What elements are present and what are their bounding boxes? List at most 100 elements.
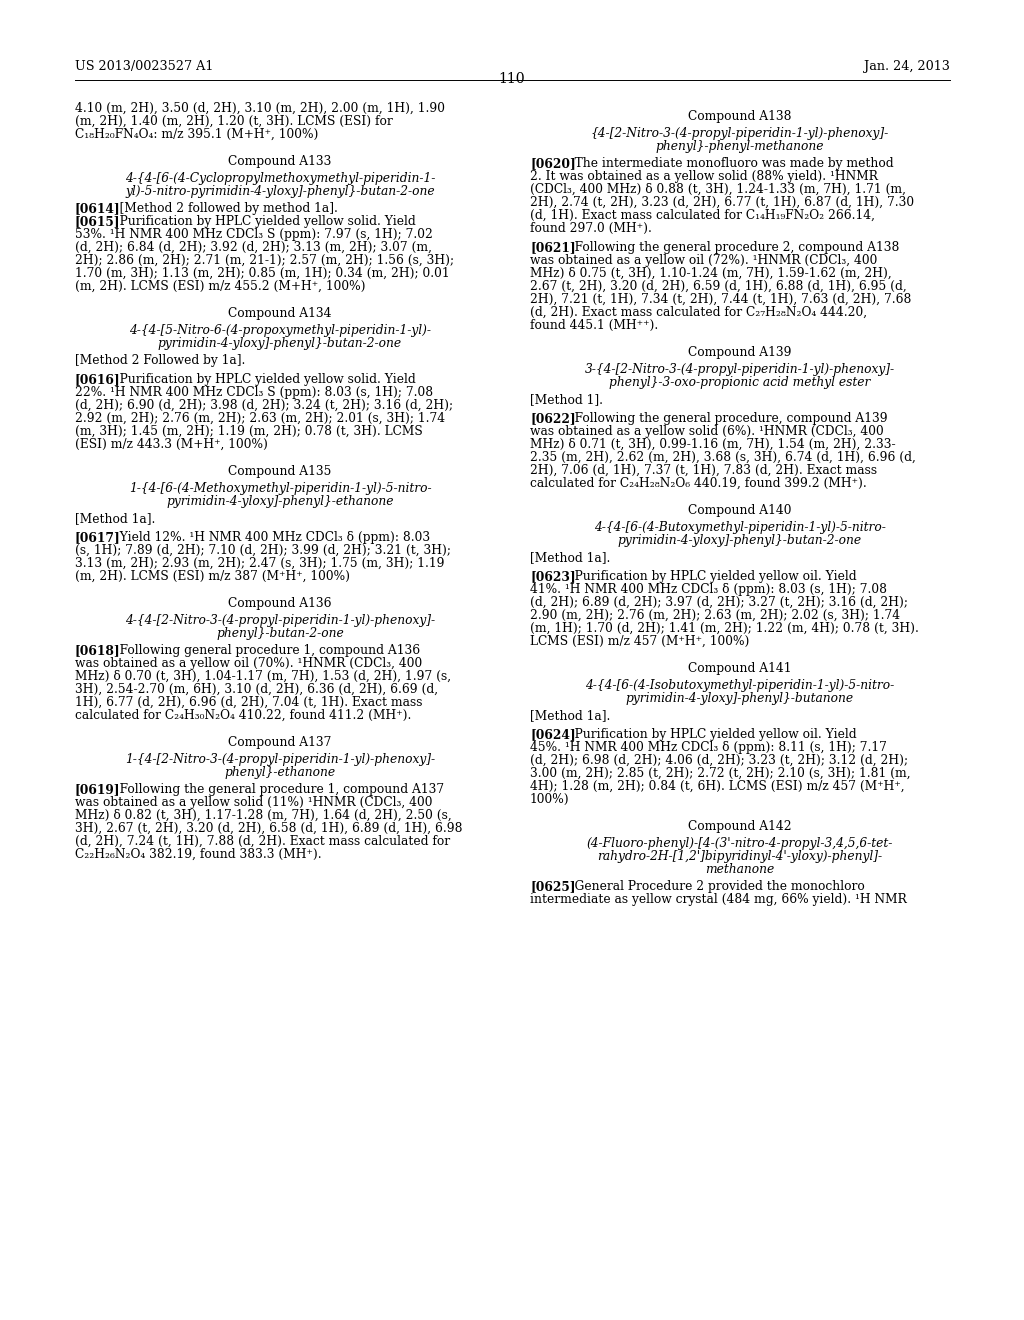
Text: found 445.1 (MH⁺⁺).: found 445.1 (MH⁺⁺). — [530, 319, 658, 333]
Text: Purification by HPLC yielded yellow oil. Yield: Purification by HPLC yielded yellow oil.… — [563, 729, 856, 741]
Text: pyrimidin-4-yloxy]-phenyl}-ethanone: pyrimidin-4-yloxy]-phenyl}-ethanone — [166, 495, 394, 508]
Text: 1-{4-[6-(4-Methoxymethyl-piperidin-1-yl)-5-nitro-: 1-{4-[6-(4-Methoxymethyl-piperidin-1-yl)… — [129, 482, 431, 495]
Text: [Method 1a].: [Method 1a]. — [530, 550, 610, 564]
Text: C₂₂H₂₆N₂O₄ 382.19, found 383.3 (MH⁺).: C₂₂H₂₆N₂O₄ 382.19, found 383.3 (MH⁺). — [75, 847, 322, 861]
Text: Following the general procedure 2, compound A138: Following the general procedure 2, compo… — [563, 242, 899, 253]
Text: Compound A140: Compound A140 — [688, 504, 792, 517]
Text: (s, 1H); 7.89 (d, 2H); 7.10 (d, 2H); 3.99 (d, 2H); 3.21 (t, 3H);: (s, 1H); 7.89 (d, 2H); 7.10 (d, 2H); 3.9… — [75, 544, 451, 557]
Text: Yield 12%. ¹H NMR 400 MHz CDCl₃ δ (ppm): 8.03: Yield 12%. ¹H NMR 400 MHz CDCl₃ δ (ppm):… — [108, 531, 430, 544]
Text: [0619]: [0619] — [75, 783, 121, 796]
Text: (d, 2H). Exact mass calculated for C₂₇H₂₈N₂O₄ 444.20,: (d, 2H). Exact mass calculated for C₂₇H₂… — [530, 306, 867, 319]
Text: methanone: methanone — [706, 863, 774, 876]
Text: 2. It was obtained as a yellow solid (88% yield). ¹HNMR: 2. It was obtained as a yellow solid (88… — [530, 170, 878, 183]
Text: Compound A138: Compound A138 — [688, 110, 792, 123]
Text: [0615]: [0615] — [75, 215, 121, 228]
Text: 1-{4-[2-Nitro-3-(4-propyl-piperidin-1-yl)-phenoxy]-: 1-{4-[2-Nitro-3-(4-propyl-piperidin-1-yl… — [125, 752, 435, 766]
Text: {4-[2-Nitro-3-(4-propyl-piperidin-1-yl)-phenoxy]-: {4-[2-Nitro-3-(4-propyl-piperidin-1-yl)-… — [591, 127, 889, 140]
Text: [0614]: [0614] — [75, 202, 121, 215]
Text: (m, 3H); 1.45 (m, 2H); 1.19 (m, 2H); 0.78 (t, 3H). LCMS: (m, 3H); 1.45 (m, 2H); 1.19 (m, 2H); 0.7… — [75, 425, 423, 438]
Text: 100%): 100%) — [530, 793, 569, 807]
Text: [0624]: [0624] — [530, 729, 575, 741]
Text: [0620]: [0620] — [530, 157, 575, 170]
Text: intermediate as yellow crystal (484 mg, 66% yield). ¹H NMR: intermediate as yellow crystal (484 mg, … — [530, 894, 906, 906]
Text: 2H), 7.21 (t, 1H), 7.34 (t, 2H), 7.44 (t, 1H), 7.63 (d, 2H), 7.68: 2H), 7.21 (t, 1H), 7.34 (t, 2H), 7.44 (t… — [530, 293, 911, 306]
Text: (m, 2H), 1.40 (m, 2H), 1.20 (t, 3H). LCMS (ESI) for: (m, 2H), 1.40 (m, 2H), 1.20 (t, 3H). LCM… — [75, 115, 393, 128]
Text: 41%. ¹H NMR 400 MHz CDCl₃ δ (ppm): 8.03 (s, 1H); 7.08: 41%. ¹H NMR 400 MHz CDCl₃ δ (ppm): 8.03 … — [530, 583, 887, 597]
Text: Compound A135: Compound A135 — [228, 465, 332, 478]
Text: 2.35 (m, 2H), 2.62 (m, 2H), 3.68 (s, 3H), 6.74 (d, 1H), 6.96 (d,: 2.35 (m, 2H), 2.62 (m, 2H), 3.68 (s, 3H)… — [530, 451, 915, 465]
Text: 2.92 (m, 2H); 2.76 (m, 2H); 2.63 (m, 2H); 2.01 (s, 3H); 1.74: 2.92 (m, 2H); 2.76 (m, 2H); 2.63 (m, 2H)… — [75, 412, 445, 425]
Text: Compound A133: Compound A133 — [228, 154, 332, 168]
Text: rahydro-2H-[1,2']bipyridinyl-4'-yloxy)-phenyl]-: rahydro-2H-[1,2']bipyridinyl-4'-yloxy)-p… — [597, 850, 883, 863]
Text: calculated for C₂₄H₃₀N₂O₄ 410.22, found 411.2 (MH⁺).: calculated for C₂₄H₃₀N₂O₄ 410.22, found … — [75, 709, 412, 722]
Text: (CDCl₃, 400 MHz) δ 0.88 (t, 3H), 1.24-1.33 (m, 7H), 1.71 (m,: (CDCl₃, 400 MHz) δ 0.88 (t, 3H), 1.24-1.… — [530, 183, 906, 195]
Text: [0616]: [0616] — [75, 374, 121, 385]
Text: Following the general procedure, compound A139: Following the general procedure, compoun… — [563, 412, 888, 425]
Text: yl)-5-nitro-pyrimidin-4-yloxy]-phenyl}-butan-2-one: yl)-5-nitro-pyrimidin-4-yloxy]-phenyl}-b… — [125, 185, 435, 198]
Text: Following general procedure 1, compound A136: Following general procedure 1, compound … — [108, 644, 420, 657]
Text: The intermediate monofluoro was made by method: The intermediate monofluoro was made by … — [563, 157, 893, 170]
Text: phenyl}-3-oxo-propionic acid methyl ester: phenyl}-3-oxo-propionic acid methyl este… — [609, 376, 870, 389]
Text: 4-{4-[5-Nitro-6-(4-propoxymethyl-piperidin-1-yl)-: 4-{4-[5-Nitro-6-(4-propoxymethyl-piperid… — [129, 323, 431, 337]
Text: [0621]: [0621] — [530, 242, 575, 253]
Text: (ESI) m/z 443.3 (M+H⁺, 100%): (ESI) m/z 443.3 (M+H⁺, 100%) — [75, 438, 268, 451]
Text: General Procedure 2 provided the monochloro: General Procedure 2 provided the monochl… — [563, 880, 864, 894]
Text: (d, 2H), 7.24 (t, 1H), 7.88 (d, 2H). Exact mass calculated for: (d, 2H), 7.24 (t, 1H), 7.88 (d, 2H). Exa… — [75, 836, 451, 847]
Text: (d, 2H); 6.89 (d, 2H); 3.97 (d, 2H); 3.27 (t, 2H); 3.16 (d, 2H);: (d, 2H); 6.89 (d, 2H); 3.97 (d, 2H); 3.2… — [530, 597, 908, 609]
Text: 3H), 2.54-2.70 (m, 6H), 3.10 (d, 2H), 6.36 (d, 2H), 6.69 (d,: 3H), 2.54-2.70 (m, 6H), 3.10 (d, 2H), 6.… — [75, 682, 438, 696]
Text: Purification by HPLC yielded yellow oil. Yield: Purification by HPLC yielded yellow oil.… — [563, 570, 856, 583]
Text: Purification by HPLC yielded yellow solid. Yield: Purification by HPLC yielded yellow soli… — [108, 374, 416, 385]
Text: (m, 2H). LCMS (ESI) m/z 455.2 (M+H⁺, 100%): (m, 2H). LCMS (ESI) m/z 455.2 (M+H⁺, 100… — [75, 280, 366, 293]
Text: (d, 2H); 6.84 (d, 2H); 3.92 (d, 2H); 3.13 (m, 2H); 3.07 (m,: (d, 2H); 6.84 (d, 2H); 3.92 (d, 2H); 3.1… — [75, 242, 432, 253]
Text: (m, 2H). LCMS (ESI) m/z 387 (M⁺H⁺, 100%): (m, 2H). LCMS (ESI) m/z 387 (M⁺H⁺, 100%) — [75, 570, 350, 583]
Text: 22%. ¹H NMR 400 MHz CDCl₃ S (ppm): 8.03 (s, 1H); 7.08: 22%. ¹H NMR 400 MHz CDCl₃ S (ppm): 8.03 … — [75, 385, 433, 399]
Text: 2H), 2.74 (t, 2H), 3.23 (d, 2H), 6.77 (t, 1H), 6.87 (d, 1H), 7.30: 2H), 2.74 (t, 2H), 3.23 (d, 2H), 6.77 (t… — [530, 195, 914, 209]
Text: 4H); 1.28 (m, 2H); 0.84 (t, 6H). LCMS (ESI) m/z 457 (M⁺H⁺,: 4H); 1.28 (m, 2H); 0.84 (t, 6H). LCMS (E… — [530, 780, 904, 793]
Text: was obtained as a yellow solid (11%) ¹HNMR (CDCl₃, 400: was obtained as a yellow solid (11%) ¹HN… — [75, 796, 432, 809]
Text: phenyl}-butan-2-one: phenyl}-butan-2-one — [216, 627, 344, 640]
Text: pyrimidin-4-yloxy]-phenyl}-butan-2-one: pyrimidin-4-yloxy]-phenyl}-butan-2-one — [617, 535, 862, 546]
Text: 53%. ¹H NMR 400 MHz CDCl₃ S (ppm): 7.97 (s, 1H); 7.02: 53%. ¹H NMR 400 MHz CDCl₃ S (ppm): 7.97 … — [75, 228, 433, 242]
Text: [Method 1].: [Method 1]. — [530, 393, 603, 407]
Text: 3H), 2.67 (t, 2H), 3.20 (d, 2H), 6.58 (d, 1H), 6.89 (d, 1H), 6.98: 3H), 2.67 (t, 2H), 3.20 (d, 2H), 6.58 (d… — [75, 822, 463, 836]
Text: Following the general procedure 1, compound A137: Following the general procedure 1, compo… — [108, 783, 443, 796]
Text: was obtained as a yellow oil (70%). ¹HNMR (CDCl₃, 400: was obtained as a yellow oil (70%). ¹HNM… — [75, 657, 422, 671]
Text: (d, 2H); 6.98 (d, 2H); 4.06 (d, 2H); 3.23 (t, 2H); 3.12 (d, 2H);: (d, 2H); 6.98 (d, 2H); 4.06 (d, 2H); 3.2… — [530, 754, 908, 767]
Text: was obtained as a yellow oil (72%). ¹HNMR (CDCl₃, 400: was obtained as a yellow oil (72%). ¹HNM… — [530, 253, 878, 267]
Text: (d, 2H); 6.90 (d, 2H); 3.98 (d, 2H); 3.24 (t, 2H); 3.16 (d, 2H);: (d, 2H); 6.90 (d, 2H); 3.98 (d, 2H); 3.2… — [75, 399, 454, 412]
Text: 2H), 7.06 (d, 1H), 7.37 (t, 1H), 7.83 (d, 2H). Exact mass: 2H), 7.06 (d, 1H), 7.37 (t, 1H), 7.83 (d… — [530, 465, 878, 477]
Text: 4.10 (m, 2H), 3.50 (d, 2H), 3.10 (m, 2H), 2.00 (m, 1H), 1.90: 4.10 (m, 2H), 3.50 (d, 2H), 3.10 (m, 2H)… — [75, 102, 445, 115]
Text: pyrimidin-4-yloxy]-phenyl}-butanone: pyrimidin-4-yloxy]-phenyl}-butanone — [626, 692, 854, 705]
Text: LCMS (ESI) m/z 457 (M⁺H⁺, 100%): LCMS (ESI) m/z 457 (M⁺H⁺, 100%) — [530, 635, 750, 648]
Text: (m, 1H); 1.70 (d, 2H); 1.41 (m, 2H); 1.22 (m, 4H); 0.78 (t, 3H).: (m, 1H); 1.70 (d, 2H); 1.41 (m, 2H); 1.2… — [530, 622, 919, 635]
Text: Compound A137: Compound A137 — [228, 737, 332, 748]
Text: 1H), 6.77 (d, 2H), 6.96 (d, 2H), 7.04 (t, 1H). Exact mass: 1H), 6.77 (d, 2H), 6.96 (d, 2H), 7.04 (t… — [75, 696, 423, 709]
Text: phenyl}-phenyl-methanone: phenyl}-phenyl-methanone — [655, 140, 824, 153]
Text: Compound A141: Compound A141 — [688, 663, 792, 675]
Text: 4-{4-[6-(4-Cyclopropylmethoxymethyl-piperidin-1-: 4-{4-[6-(4-Cyclopropylmethoxymethyl-pipe… — [125, 172, 435, 185]
Text: [Method 1a].: [Method 1a]. — [75, 512, 156, 525]
Text: 2H); 2.86 (m, 2H); 2.71 (m, 21-1); 2.57 (m, 2H); 1.56 (s, 3H);: 2H); 2.86 (m, 2H); 2.71 (m, 21-1); 2.57 … — [75, 253, 454, 267]
Text: calculated for C₂₄H₂₈N₂O₆ 440.19, found 399.2 (MH⁺).: calculated for C₂₄H₂₈N₂O₆ 440.19, found … — [530, 477, 866, 490]
Text: 45%. ¹H NMR 400 MHz CDCl₃ δ (ppm): 8.11 (s, 1H); 7.17: 45%. ¹H NMR 400 MHz CDCl₃ δ (ppm): 8.11 … — [530, 741, 887, 754]
Text: 4-{4-[6-(4-Butoxymethyl-piperidin-1-yl)-5-nitro-: 4-{4-[6-(4-Butoxymethyl-piperidin-1-yl)-… — [594, 521, 886, 535]
Text: MHz) δ 0.70 (t, 3H), 1.04-1.17 (m, 7H), 1.53 (d, 2H), 1.97 (s,: MHz) δ 0.70 (t, 3H), 1.04-1.17 (m, 7H), … — [75, 671, 452, 682]
Text: [0625]: [0625] — [530, 880, 575, 894]
Text: 1.70 (m, 3H); 1.13 (m, 2H); 0.85 (m, 1H); 0.34 (m, 2H); 0.01: 1.70 (m, 3H); 1.13 (m, 2H); 0.85 (m, 1H)… — [75, 267, 450, 280]
Text: 3-{4-[2-Nitro-3-(4-propyl-piperidin-1-yl)-phenoxy]-: 3-{4-[2-Nitro-3-(4-propyl-piperidin-1-yl… — [585, 363, 895, 376]
Text: Purification by HPLC yielded yellow solid. Yield: Purification by HPLC yielded yellow soli… — [108, 215, 416, 228]
Text: US 2013/0023527 A1: US 2013/0023527 A1 — [75, 59, 213, 73]
Text: 2.67 (t, 2H), 3.20 (d, 2H), 6.59 (d, 1H), 6.88 (d, 1H), 6.95 (d,: 2.67 (t, 2H), 3.20 (d, 2H), 6.59 (d, 1H)… — [530, 280, 906, 293]
Text: [0622]: [0622] — [530, 412, 575, 425]
Text: 2.90 (m, 2H); 2.76 (m, 2H); 2.63 (m, 2H); 2.02 (s, 3H); 1.74: 2.90 (m, 2H); 2.76 (m, 2H); 2.63 (m, 2H)… — [530, 609, 900, 622]
Text: 3.13 (m, 2H); 2.93 (m, 2H); 2.47 (s, 3H); 1.75 (m, 3H); 1.19: 3.13 (m, 2H); 2.93 (m, 2H); 2.47 (s, 3H)… — [75, 557, 444, 570]
Text: C₁₈H₂₀FN₄O₄: m/z 395.1 (M+H⁺, 100%): C₁₈H₂₀FN₄O₄: m/z 395.1 (M+H⁺, 100%) — [75, 128, 318, 141]
Text: [Method 1a].: [Method 1a]. — [530, 709, 610, 722]
Text: found 297.0 (MH⁺).: found 297.0 (MH⁺). — [530, 222, 652, 235]
Text: 4-{4-[2-Nitro-3-(4-propyl-piperidin-1-yl)-phenoxy]-: 4-{4-[2-Nitro-3-(4-propyl-piperidin-1-yl… — [125, 614, 435, 627]
Text: pyrimidin-4-yloxy]-phenyl}-butan-2-one: pyrimidin-4-yloxy]-phenyl}-butan-2-one — [158, 337, 402, 350]
Text: MHz) δ 0.75 (t, 3H), 1.10-1.24 (m, 7H), 1.59-1.62 (m, 2H),: MHz) δ 0.75 (t, 3H), 1.10-1.24 (m, 7H), … — [530, 267, 892, 280]
Text: Jan. 24, 2013: Jan. 24, 2013 — [864, 59, 950, 73]
Text: [0617]: [0617] — [75, 531, 121, 544]
Text: [Method 2 followed by method 1a].: [Method 2 followed by method 1a]. — [108, 202, 338, 215]
